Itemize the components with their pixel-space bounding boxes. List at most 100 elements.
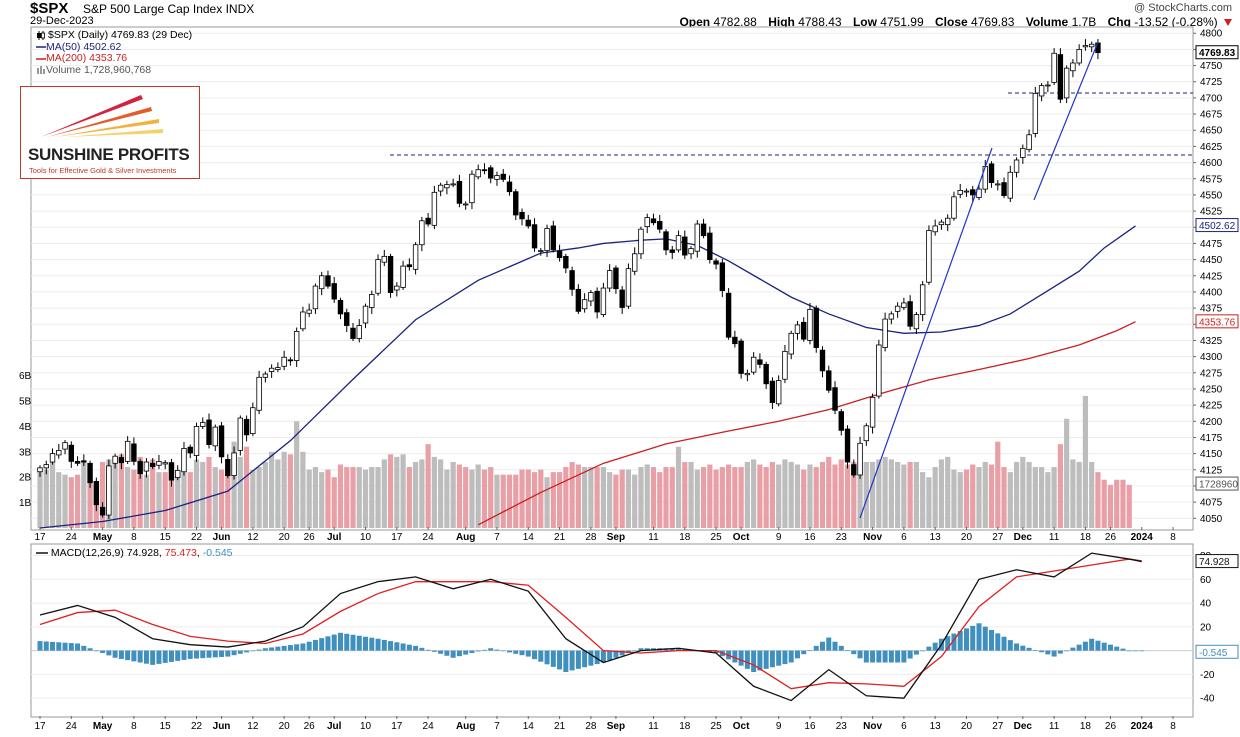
volume-bar (844, 464, 851, 528)
hist-badge: -0.545 (1199, 648, 1228, 659)
x-tick-label: Jul (327, 532, 342, 543)
volume-bar (538, 469, 544, 528)
macd-hist-bar (68, 643, 74, 651)
macd-hist-bar (851, 650, 857, 655)
x-tick-label: 26 (1105, 532, 1117, 543)
chart-description: S&P 500 Large Cap Index INDX (83, 2, 254, 16)
price-tick-label: 4050 (1200, 514, 1223, 525)
volume-bar (131, 469, 137, 528)
volume-bar (625, 469, 632, 528)
volume-bar (982, 461, 988, 528)
candle-body (807, 308, 813, 341)
candle-body (74, 460, 81, 464)
macd-hist-bar (826, 637, 832, 651)
macd-hist-bar (732, 650, 738, 663)
macd-hist-bar (963, 628, 969, 651)
volume-bar (613, 474, 619, 528)
candle-body (450, 183, 456, 186)
candle-body (387, 255, 394, 293)
volume-bar (100, 461, 106, 528)
volume-bar (888, 459, 894, 528)
candle-body (1038, 85, 1045, 97)
volume-bar (1051, 467, 1057, 528)
macd-hist-bar (187, 650, 193, 659)
volume-bar (588, 467, 594, 528)
x-tick-label: 8 (131, 721, 137, 732)
macd-hist-bar (118, 650, 124, 659)
macd-hist-bar (607, 650, 613, 661)
macd-hist-bar (763, 650, 769, 669)
macd-hist-bar (337, 632, 343, 651)
volume-bar (475, 464, 481, 528)
x-tick-label: 18 (679, 532, 691, 543)
ma200-swatch-icon (36, 58, 46, 60)
macd-lines (39, 552, 1142, 702)
x-tick-label: Aug (456, 721, 475, 732)
volume-bar (575, 464, 581, 528)
candle-body (500, 173, 506, 180)
chart-symbol: $SPX (30, 0, 69, 17)
candle-body (375, 259, 381, 294)
x-tick-label: 17 (34, 721, 46, 732)
logo-rays-icon (41, 95, 163, 137)
candle-body (725, 292, 732, 338)
x-tick-label: 6 (901, 532, 907, 543)
candle-body (581, 299, 588, 310)
volume-bar (838, 459, 844, 528)
legend-price-text: $SPX (Daily) 4769.83 (29 Dec) (48, 29, 193, 41)
volume-swatch-icon (37, 66, 45, 75)
volume-bar (175, 477, 181, 528)
candle-body (162, 462, 168, 465)
volume-bar (312, 467, 319, 528)
macd-hist-bar (813, 645, 819, 651)
macd-signal-line (39, 558, 1142, 690)
volume-bar (112, 461, 118, 528)
macd-legend: MACD(12,26,9) 74.928, 75.473, -0.545 (36, 547, 233, 559)
macd-hist-bar (1045, 650, 1051, 655)
macd-hist-bar (838, 645, 844, 651)
volume-bar (419, 459, 425, 528)
macd-hist-bar (1039, 650, 1045, 653)
candle-body (149, 462, 156, 467)
candle-body (838, 411, 844, 431)
macd-hist-bar (319, 638, 325, 651)
candle-body (93, 481, 100, 506)
macd-hist-bar (857, 650, 863, 659)
candle-body (394, 285, 400, 291)
volume-bar (901, 464, 907, 528)
ma200-line (477, 321, 1136, 526)
x-tick-label: 2024 (1131, 532, 1154, 543)
price-tick-label: 4550 (1200, 190, 1223, 201)
volume-bar (694, 469, 700, 528)
candle-body (1051, 52, 1057, 83)
macd-hist-bar (1126, 650, 1132, 652)
macd-hist-bar (957, 631, 963, 651)
low-value: 4751.99 (880, 15, 924, 29)
macd-hist-bar (669, 648, 675, 651)
candle-body (682, 236, 688, 256)
macd-label: MACD(12,26,9) (50, 547, 124, 559)
volume-bar (826, 456, 832, 528)
macd-hist-bar (388, 641, 394, 651)
volume-bar (594, 467, 600, 528)
volume-bar (494, 474, 500, 528)
volume-bar (456, 464, 463, 528)
candle-body (456, 180, 463, 204)
candle-body (650, 218, 657, 224)
volume-bar (832, 464, 838, 528)
macd-hist-bar (901, 650, 907, 663)
x-tick-label: 18 (1080, 721, 1092, 732)
x-tick-label: 24 (66, 721, 78, 732)
legend-ma200-text: MA(200) 4353.76 (46, 52, 128, 64)
volume-bar (632, 474, 638, 528)
candle-body (995, 183, 1001, 186)
volume-bar (544, 477, 550, 528)
volume-bar (93, 502, 99, 528)
price-tick-label: 4725 (1200, 77, 1223, 88)
x-tick-label: 11 (648, 532, 659, 543)
candle-body (757, 359, 763, 365)
price-tick-label: 4150 (1200, 449, 1223, 460)
macd-hist-bar (194, 650, 199, 659)
candle-body (225, 459, 231, 477)
candle-body (381, 255, 387, 263)
